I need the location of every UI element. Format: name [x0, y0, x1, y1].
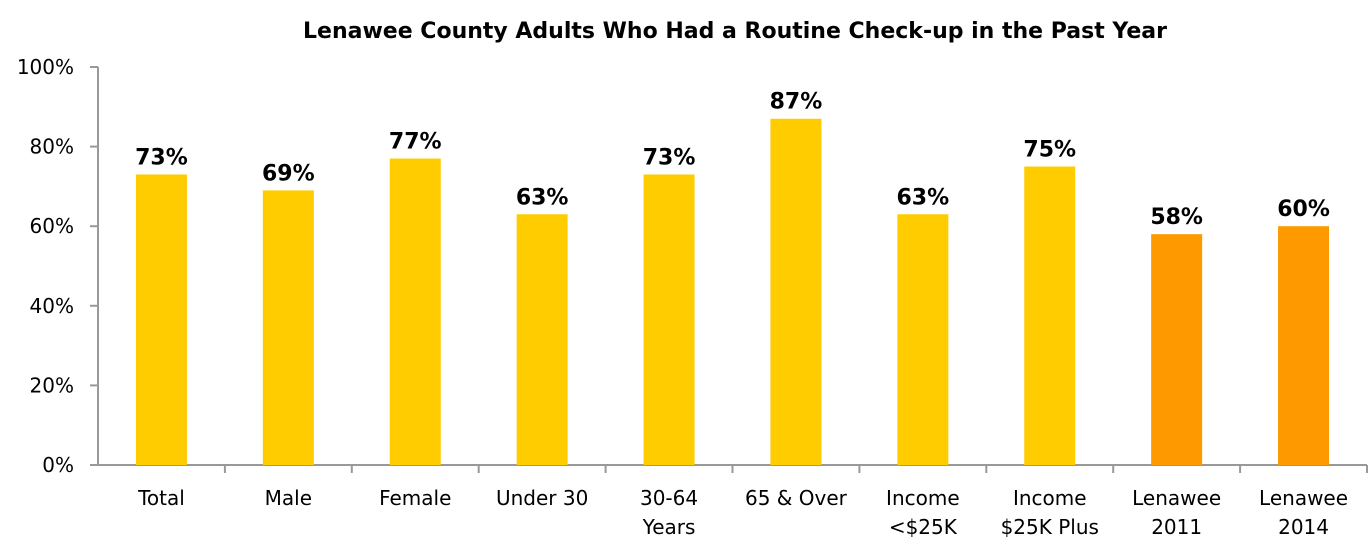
x-tick-label: Income $25K Plus — [1001, 486, 1099, 539]
bar — [262, 190, 314, 465]
x-tick-label: Under 30 — [496, 486, 588, 510]
data-label: 77% — [389, 130, 442, 155]
y-tick-label: 40% — [30, 294, 74, 318]
bar — [1151, 234, 1203, 465]
x-tick-label: Female — [379, 486, 451, 510]
bar — [770, 118, 822, 466]
data-label: 73% — [643, 145, 696, 170]
data-label: 69% — [262, 161, 315, 186]
x-tick-label: Income <$25K — [886, 486, 960, 539]
x-tick-label: Lenawee 2011 — [1132, 486, 1221, 539]
data-label: 75% — [1023, 138, 1076, 163]
data-label: 63% — [897, 185, 950, 210]
data-label: 73% — [135, 145, 188, 170]
bar — [389, 158, 441, 466]
x-tick-label: 30-64 Years — [640, 486, 698, 539]
y-tick-label: 60% — [30, 214, 74, 238]
bar — [897, 214, 949, 465]
y-tick-label: 80% — [30, 135, 74, 159]
y-tick-label: 20% — [30, 373, 74, 397]
data-label: 58% — [1150, 205, 1203, 230]
data-label: 63% — [516, 185, 569, 210]
y-tick-label: 0% — [42, 453, 74, 477]
chart-title: Lenawee County Adults Who Had a Routine … — [303, 19, 1167, 44]
y-tick-label: 100% — [17, 55, 74, 79]
x-tick-label: Male — [265, 486, 312, 510]
bar — [516, 214, 568, 465]
data-label: 87% — [770, 90, 823, 115]
x-tick-label: 65 & Over — [745, 486, 848, 510]
bar — [1024, 166, 1076, 465]
x-tick-label: Lenawee 2014 — [1259, 486, 1348, 539]
x-tick-label: Total — [137, 486, 185, 510]
bar — [135, 174, 187, 465]
bar — [643, 174, 695, 465]
data-label: 60% — [1277, 197, 1330, 222]
bar — [1278, 226, 1330, 465]
